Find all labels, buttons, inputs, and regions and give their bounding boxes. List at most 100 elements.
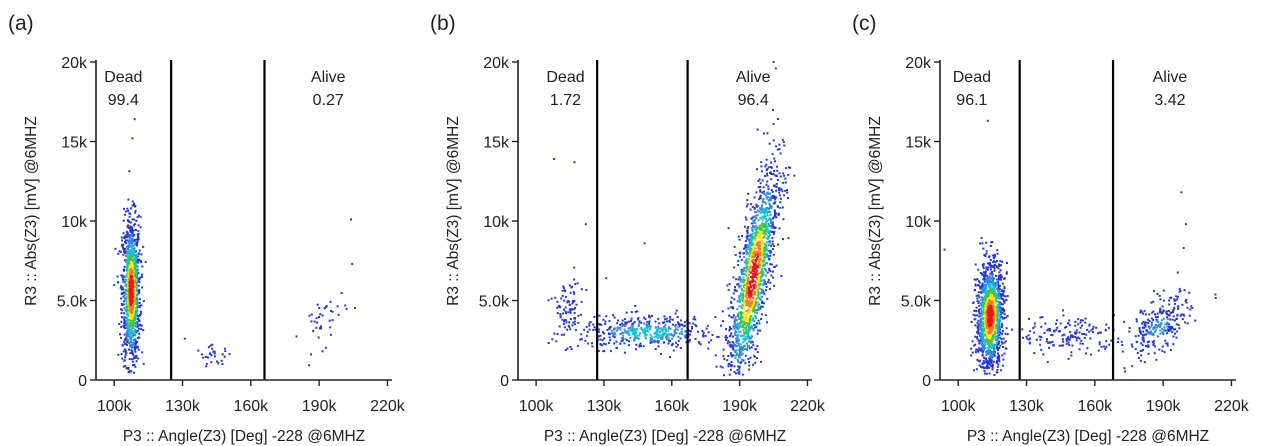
data-point xyxy=(624,318,627,321)
data-point xyxy=(746,268,749,271)
panel-label: (a) xyxy=(8,12,34,35)
data-point xyxy=(130,307,133,309)
data-point xyxy=(776,205,779,208)
data-point xyxy=(129,250,132,253)
data-point xyxy=(142,245,145,248)
data-point xyxy=(765,226,768,229)
data-point xyxy=(982,286,985,288)
data-point xyxy=(138,332,141,335)
data-point xyxy=(778,172,781,175)
data-point xyxy=(994,261,997,264)
data-point xyxy=(986,282,989,285)
data-point xyxy=(121,239,124,242)
data-point xyxy=(758,266,761,269)
data-point xyxy=(135,287,138,290)
data-point xyxy=(634,336,637,339)
data-point xyxy=(1181,318,1184,321)
data-point xyxy=(643,322,646,325)
data-point xyxy=(760,288,763,291)
data-point xyxy=(217,362,220,365)
data-point xyxy=(743,322,746,325)
data-point xyxy=(1068,338,1071,341)
data-point xyxy=(752,329,755,332)
data-point xyxy=(746,348,749,351)
data-point xyxy=(656,336,659,339)
data-point xyxy=(136,216,139,218)
data-point xyxy=(1156,316,1159,318)
data-point xyxy=(763,226,766,229)
data-point xyxy=(622,337,624,340)
data-point xyxy=(135,264,138,267)
data-point xyxy=(982,333,985,336)
data-point xyxy=(641,328,643,331)
data-point xyxy=(989,272,992,275)
data-point xyxy=(729,327,732,330)
data-point xyxy=(126,276,129,279)
data-point xyxy=(766,132,769,135)
data-point xyxy=(1155,320,1158,323)
data-point xyxy=(747,192,750,195)
data-point xyxy=(991,295,994,298)
data-point xyxy=(760,256,763,258)
data-point xyxy=(763,192,766,194)
data-point xyxy=(1161,349,1164,352)
data-point xyxy=(756,277,759,280)
data-point xyxy=(573,323,576,326)
data-point xyxy=(755,239,757,241)
data-point xyxy=(1002,337,1005,340)
data-point xyxy=(992,266,995,268)
data-point xyxy=(976,331,979,334)
data-point xyxy=(774,160,776,163)
data-point xyxy=(754,266,757,269)
data-point xyxy=(1138,328,1141,331)
data-point xyxy=(1128,327,1131,329)
data-point xyxy=(997,359,1000,362)
data-point xyxy=(1001,342,1004,345)
data-point xyxy=(993,348,995,351)
data-point xyxy=(1152,344,1155,346)
data-point xyxy=(122,232,125,235)
data-point xyxy=(642,331,645,334)
data-point xyxy=(987,293,990,296)
data-point xyxy=(751,205,754,208)
data-point xyxy=(973,309,976,312)
data-point xyxy=(739,280,742,283)
data-point xyxy=(728,283,731,285)
x-tick-label: 220k xyxy=(370,398,406,415)
data-point xyxy=(769,211,771,214)
data-point xyxy=(999,313,1002,316)
data-point xyxy=(980,321,983,324)
data-point xyxy=(994,264,996,266)
data-point xyxy=(132,224,135,227)
data-point xyxy=(745,263,748,266)
data-point xyxy=(985,293,988,296)
data-point xyxy=(1177,324,1180,327)
data-point xyxy=(744,259,747,262)
data-point xyxy=(1035,338,1038,341)
data-point xyxy=(126,207,129,210)
data-point xyxy=(1165,310,1168,313)
data-point xyxy=(731,341,734,343)
data-point xyxy=(754,301,757,304)
data-point xyxy=(692,318,695,320)
data-point xyxy=(1159,332,1162,335)
data-point xyxy=(725,338,727,341)
data-point xyxy=(134,312,137,315)
data-point xyxy=(759,207,761,210)
data-point xyxy=(1028,341,1031,344)
data-point xyxy=(619,328,622,331)
data-point xyxy=(635,343,638,346)
data-point xyxy=(129,221,132,224)
data-point xyxy=(999,316,1002,319)
data-point xyxy=(209,344,212,347)
data-point xyxy=(668,316,671,318)
data-point xyxy=(744,267,747,270)
y-axis-label: R3 :: Abs(Z3) [mV] @6MHZ xyxy=(867,116,884,306)
data-point xyxy=(132,238,134,241)
data-point xyxy=(747,301,750,304)
region-percent: 96.1 xyxy=(956,92,987,109)
data-point xyxy=(135,286,138,289)
data-point xyxy=(752,237,755,239)
data-point xyxy=(998,340,1001,343)
y-axis-label: R3 :: Abs(Z3) [mV] @6MHZ xyxy=(445,116,462,306)
